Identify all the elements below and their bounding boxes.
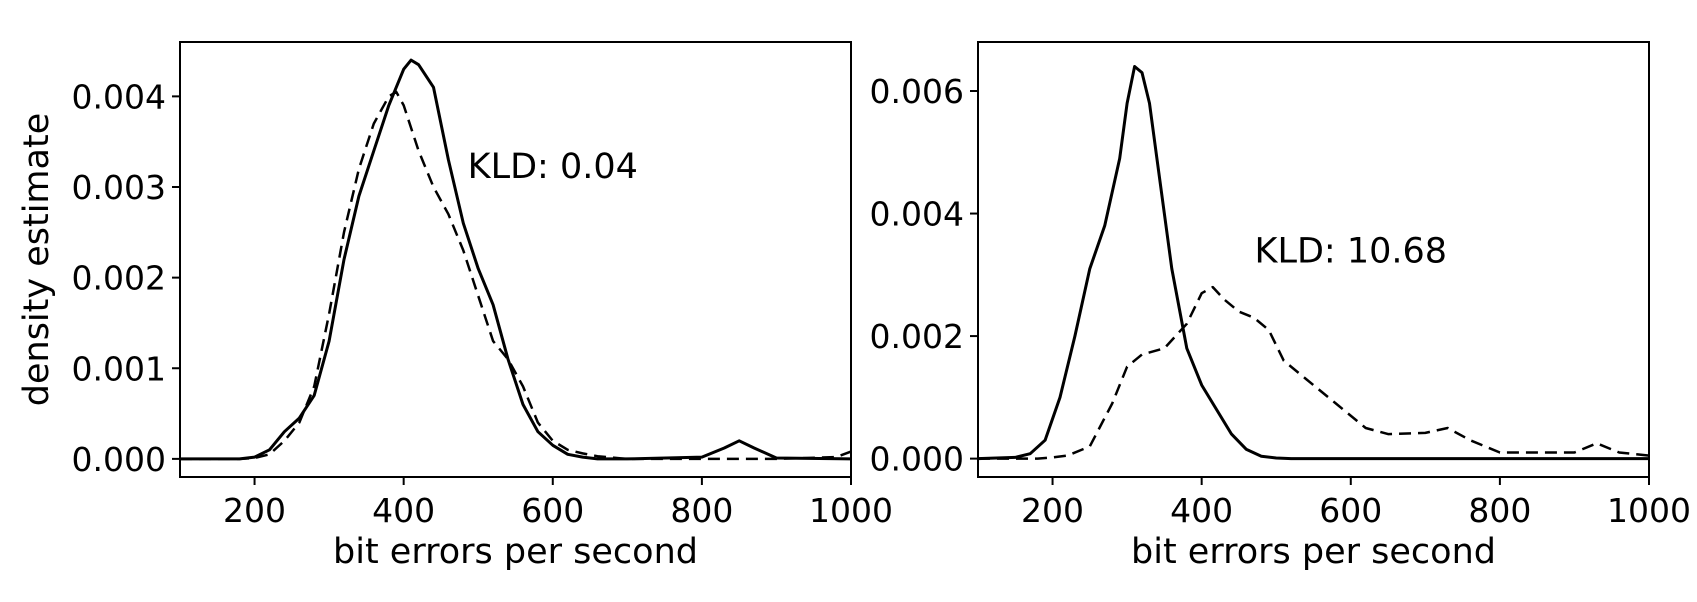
plot-frame	[179, 41, 852, 478]
plot-frame	[977, 41, 1650, 478]
x-tick-label: 200	[223, 491, 286, 530]
x-tick-label: 400	[372, 491, 435, 530]
x-tick-label: 800	[670, 491, 733, 530]
y-tick-label: 0.001	[72, 349, 166, 388]
kld-annotation: KLD: 0.04	[468, 147, 638, 187]
x-tick-label: 1000	[1607, 491, 1691, 530]
y-tick-label: 0.002	[72, 259, 166, 298]
kld-annotation: KLD: 10.68	[1255, 232, 1448, 272]
x-tick-label: 600	[521, 491, 584, 530]
x-tick-label: 600	[1319, 491, 1382, 530]
solid-density-line	[977, 65, 1649, 461]
x-tick-label: 400	[1170, 491, 1233, 530]
y-tick-label: 0.004	[870, 195, 964, 234]
y-tick-label: 0.003	[72, 168, 166, 207]
x-axis-label: bit errors per second	[333, 532, 698, 572]
dashed-density-line	[978, 285, 1650, 460]
y-axis-label: density estimate	[17, 113, 57, 406]
dashed-density-line	[180, 90, 852, 461]
y-tick-label: 0.002	[870, 317, 964, 356]
right-plot-panel: 200 400 600 800 1000 0.000 0.002 0.004 0.006 bit …	[870, 41, 1691, 572]
y-tick-label: 0.000	[870, 440, 964, 479]
y-tick-label: 0.004	[72, 77, 166, 116]
x-tick-label: 1000	[809, 491, 893, 530]
x-tick-label: 200	[1021, 491, 1084, 530]
x-tick-label: 800	[1468, 491, 1531, 530]
x-axis-label: bit errors per second	[1131, 532, 1496, 572]
left-plot-panel: 200 400 600 800 1000 0.000 0.001 0.002 0.003 0.00…	[17, 41, 893, 572]
y-tick-label: 0.000	[72, 440, 166, 479]
y-tick-label: 0.006	[870, 72, 964, 111]
solid-density-line	[180, 58, 852, 461]
